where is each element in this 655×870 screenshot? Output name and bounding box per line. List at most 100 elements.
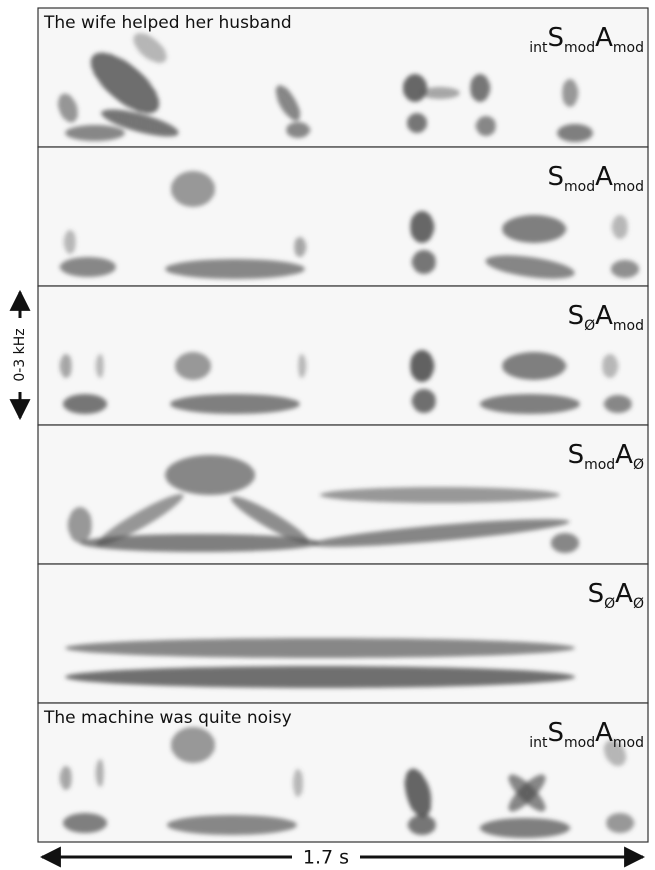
spectrogram (60, 171, 639, 279)
spectral-energy (606, 813, 634, 833)
label-letter: A (615, 579, 633, 609)
spectral-energy (230, 496, 310, 544)
spectral-energy (175, 352, 211, 380)
spectral-energy (557, 124, 593, 142)
spectrogram (60, 727, 634, 838)
spectral-energy (602, 354, 618, 378)
spectral-energy (293, 769, 303, 797)
sentence: The machine was quite noisy (43, 708, 292, 728)
label-letter: A (595, 162, 613, 192)
condition-label: intSmodAmod (529, 718, 644, 751)
spectral-energy (65, 666, 575, 688)
spectral-energy (96, 354, 104, 378)
spectral-energy (508, 774, 546, 812)
spectral-energy (68, 507, 92, 543)
spectral-energy (612, 215, 628, 239)
spectral-energy (165, 455, 255, 495)
label-letter: S (568, 440, 585, 470)
label-subscript: mod (564, 179, 595, 195)
frequency-label: 0-3 kHz (12, 328, 28, 381)
label-letter: S (548, 162, 565, 192)
sentence: The wife helped her husband (43, 13, 292, 33)
label-subscript: Ø (584, 318, 595, 334)
spectral-energy (562, 79, 578, 107)
spectral-energy (320, 487, 560, 503)
spectral-energy (480, 818, 570, 838)
spectral-energy (65, 125, 125, 141)
spectral-energy (485, 255, 575, 279)
spectral-energy (551, 533, 579, 553)
label-subscript: int (529, 40, 548, 56)
spectral-energy (65, 638, 575, 658)
spectral-energy (60, 354, 72, 378)
spectral-energy (420, 87, 460, 99)
spectral-energy (403, 74, 427, 102)
label-bg (12, 318, 28, 392)
label-bg (292, 846, 360, 868)
label-subscript: mod (613, 735, 644, 751)
spectral-energy (412, 250, 436, 274)
label-letter: A (595, 23, 613, 53)
spectral-energy (404, 768, 432, 818)
spectral-energy (470, 74, 490, 102)
condition-label: intSmodAmod (529, 23, 644, 56)
label-subscript: mod (564, 735, 595, 751)
spectral-energy (64, 230, 76, 254)
spectrogram (60, 350, 632, 414)
label-subscript: mod (584, 457, 615, 473)
spectral-energy (63, 394, 107, 414)
spectral-energy (170, 394, 300, 414)
spectral-energy (80, 534, 320, 552)
label-subscript: mod (613, 40, 644, 56)
spectral-energy (410, 211, 434, 243)
spectral-energy (502, 215, 566, 243)
time-label: 1.7 s (303, 847, 349, 869)
label-letter: S (548, 23, 565, 53)
condition-label: SØAØ (588, 579, 644, 612)
label-letter: S (548, 718, 565, 748)
spectral-energy (171, 171, 215, 207)
condition-label: SmodAØ (568, 440, 644, 473)
spectral-energy (502, 352, 566, 380)
spectral-energy (171, 727, 215, 763)
spectral-energy (63, 813, 107, 833)
panels: The wife helped her husbandintSmodAmodSm… (37, 7, 649, 843)
label-letter: A (595, 718, 613, 748)
label-subscript: mod (613, 179, 644, 195)
spectral-energy (60, 257, 116, 277)
spectral-energy (101, 109, 179, 137)
spectral-energy (603, 739, 627, 767)
spectral-energy (286, 122, 310, 138)
label-subscript: mod (564, 40, 595, 56)
spectral-energy (96, 759, 104, 787)
spectral-energy (58, 93, 78, 123)
spectral-energy (410, 350, 434, 382)
label-letter: A (595, 301, 613, 331)
spectrogram (68, 455, 579, 553)
spectrogram (58, 33, 593, 142)
label-letter: A (615, 440, 633, 470)
spectral-energy (165, 259, 305, 279)
spectral-energy (60, 766, 72, 790)
label-subscript: Ø (633, 457, 644, 473)
spectral-energy (476, 116, 496, 136)
label-subscript: int (529, 735, 548, 751)
spectrogram (65, 638, 575, 688)
label-subscript: Ø (604, 596, 615, 612)
spectral-energy (310, 519, 570, 547)
spectral-energy (90, 52, 160, 114)
spectral-energy (480, 394, 580, 414)
spectrogram-panel (37, 702, 649, 843)
spectral-energy (611, 260, 639, 278)
spectral-energy (96, 494, 184, 546)
spectral-energy (167, 815, 297, 835)
label-letter: S (568, 301, 585, 331)
spectral-energy (298, 354, 306, 378)
spectral-energy (604, 395, 632, 413)
spectral-energy (412, 389, 436, 413)
label-subscript: mod (613, 318, 644, 334)
condition-label: SmodAmod (548, 162, 645, 195)
spectral-energy (407, 113, 427, 133)
